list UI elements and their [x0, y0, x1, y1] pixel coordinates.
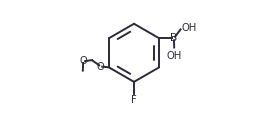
- Text: OH: OH: [167, 51, 182, 61]
- Text: F: F: [131, 95, 137, 105]
- Text: O: O: [97, 62, 105, 72]
- Text: OH: OH: [182, 23, 197, 33]
- Text: O: O: [79, 56, 87, 66]
- Text: B: B: [170, 33, 178, 43]
